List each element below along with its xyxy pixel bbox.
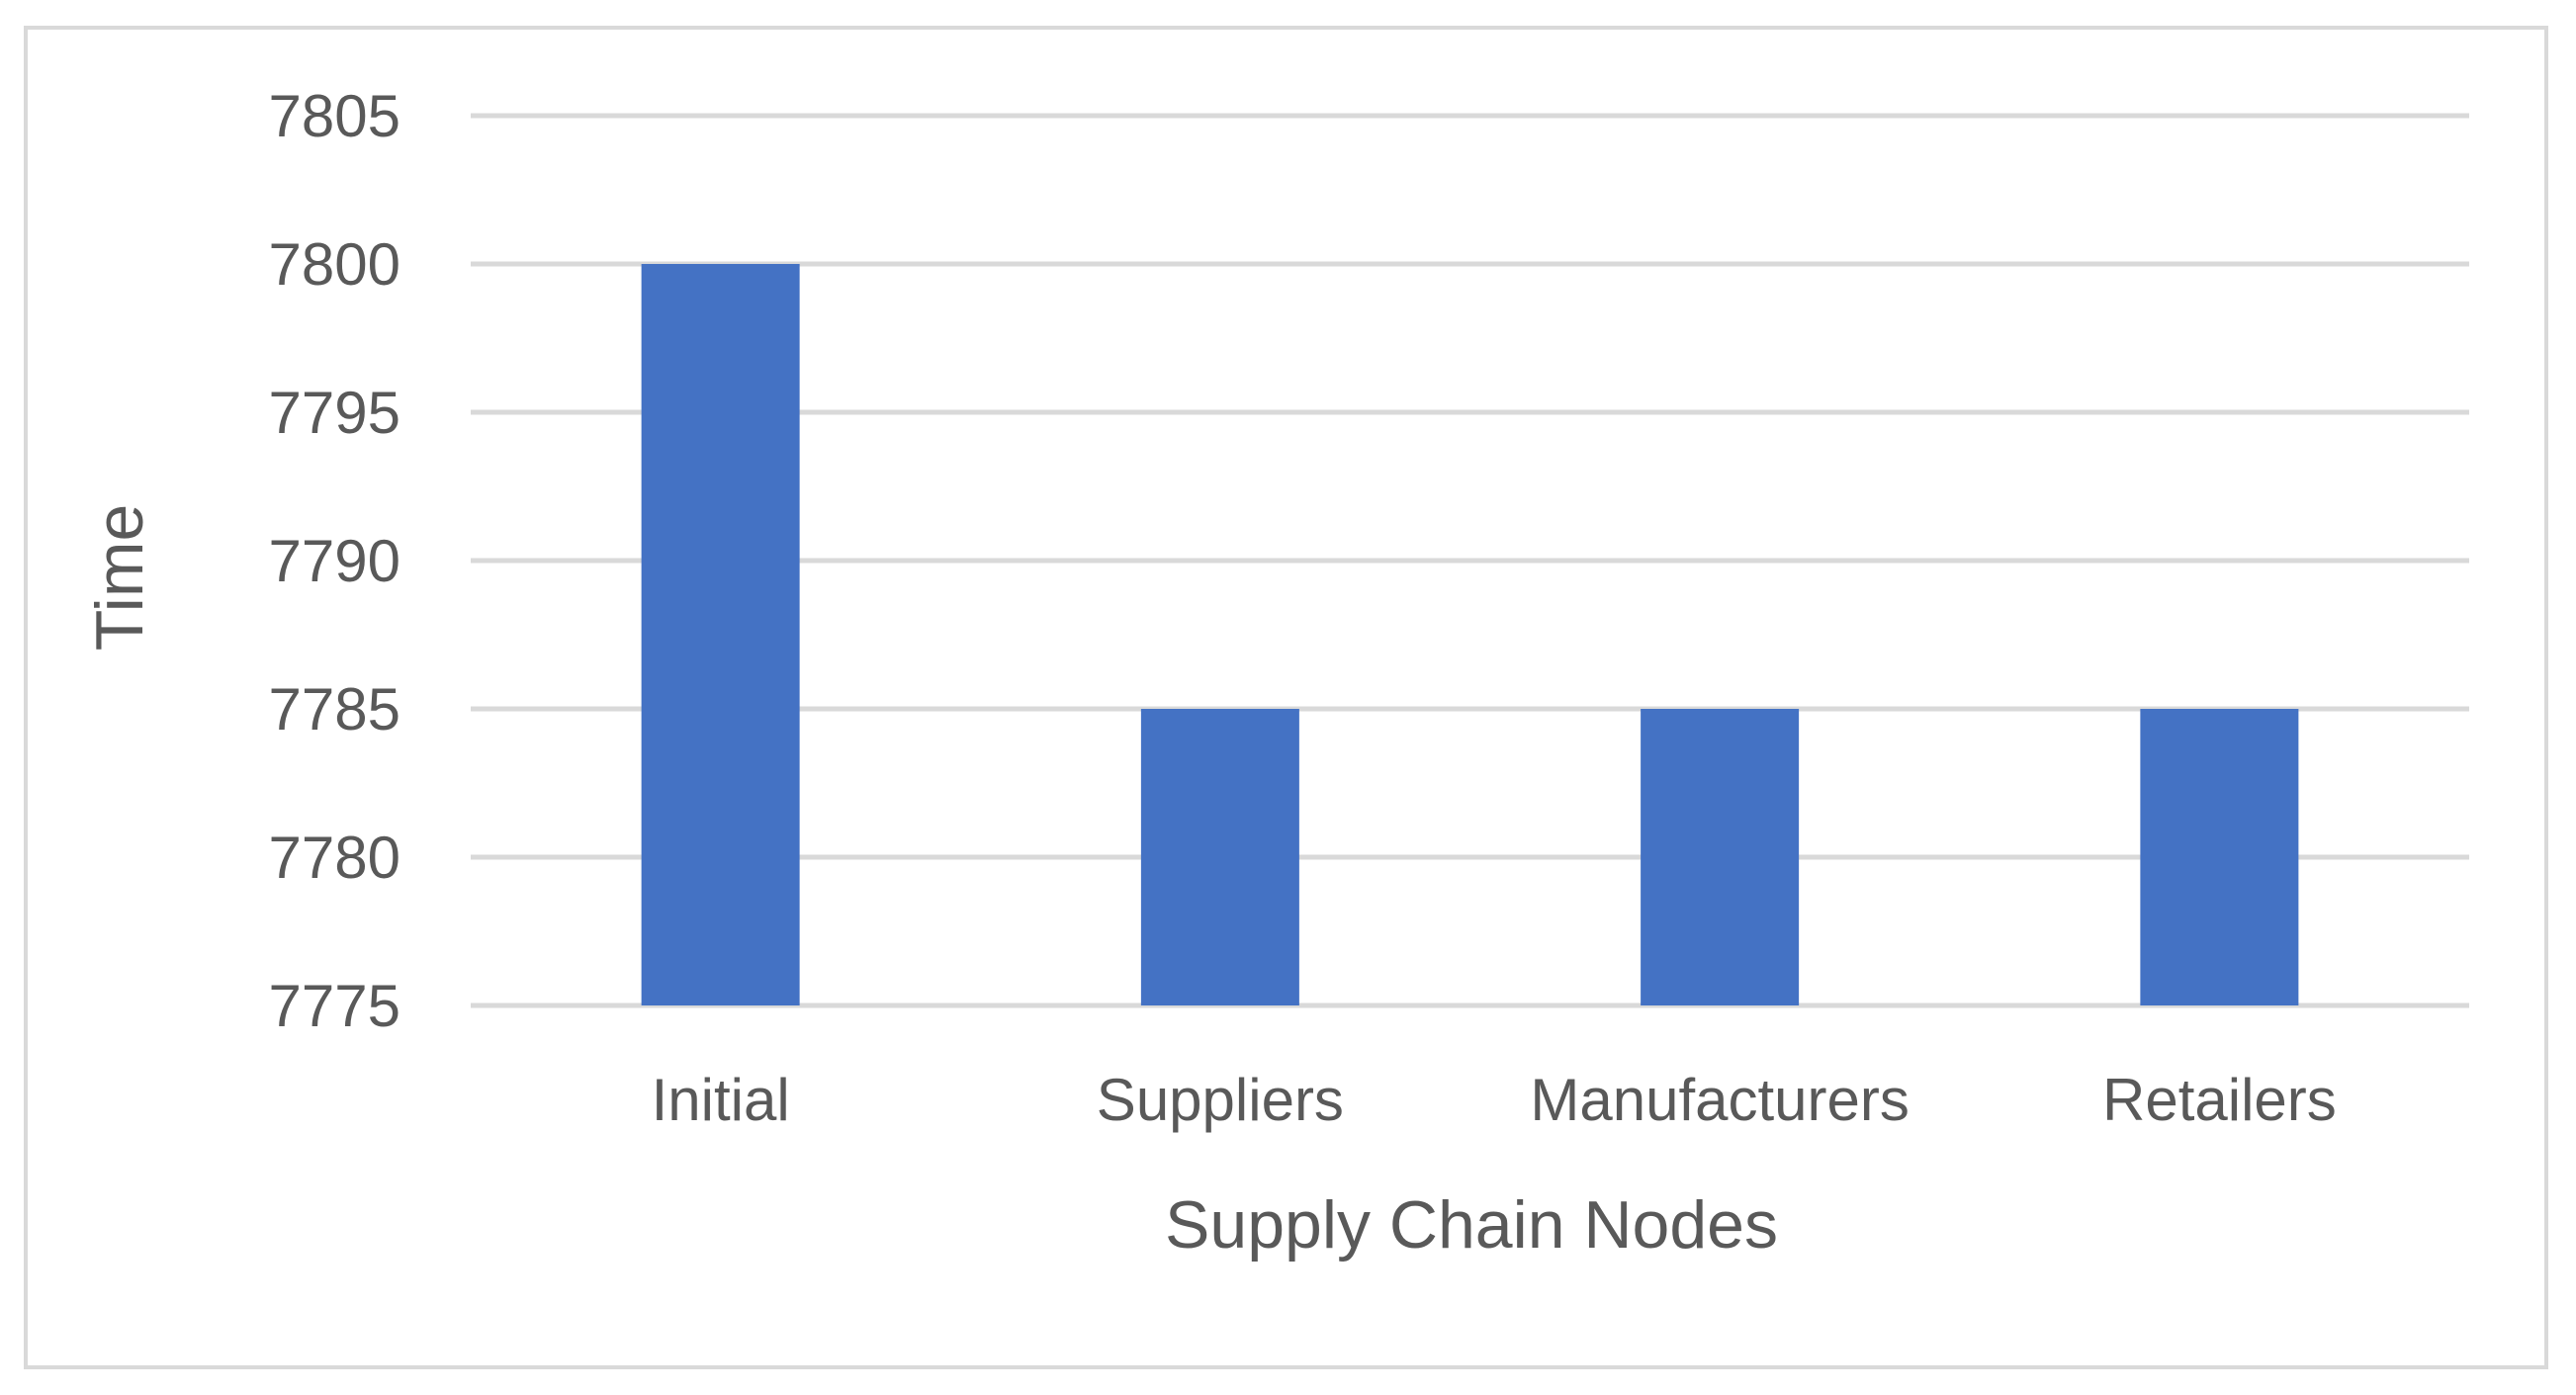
chart-frame bbox=[24, 26, 2548, 1369]
y-tick-label: 7785 bbox=[269, 676, 400, 742]
bar-retailers bbox=[2140, 709, 2299, 1005]
gridlines bbox=[471, 113, 2469, 1008]
y-axis-tick-labels: 7775 7780 7785 7790 7795 7800 7805 bbox=[269, 83, 400, 1039]
x-axis-tick-labels: Initial Suppliers Manufacturers Retailers bbox=[652, 1067, 2337, 1133]
bar-suppliers bbox=[1140, 709, 1299, 1005]
x-tick-label: Suppliers bbox=[1097, 1067, 1344, 1133]
x-tick-label: Manufacturers bbox=[1530, 1067, 1910, 1133]
x-axis-title: Supply Chain Nodes bbox=[1165, 1187, 1778, 1263]
y-tick-label: 7780 bbox=[269, 825, 400, 891]
y-tick-label: 7800 bbox=[269, 231, 400, 298]
y-tick-label: 7805 bbox=[269, 83, 400, 149]
x-tick-label: Retailers bbox=[2102, 1067, 2337, 1133]
y-tick-label: 7775 bbox=[269, 973, 400, 1039]
y-tick-label: 7790 bbox=[269, 528, 400, 594]
bar-manufacturers bbox=[1641, 709, 1800, 1005]
bar-initial bbox=[641, 264, 800, 1005]
y-tick-label: 7795 bbox=[269, 380, 400, 446]
x-tick-label: Initial bbox=[652, 1067, 790, 1133]
bars bbox=[641, 264, 2299, 1005]
y-axis-title: Time bbox=[82, 504, 157, 652]
